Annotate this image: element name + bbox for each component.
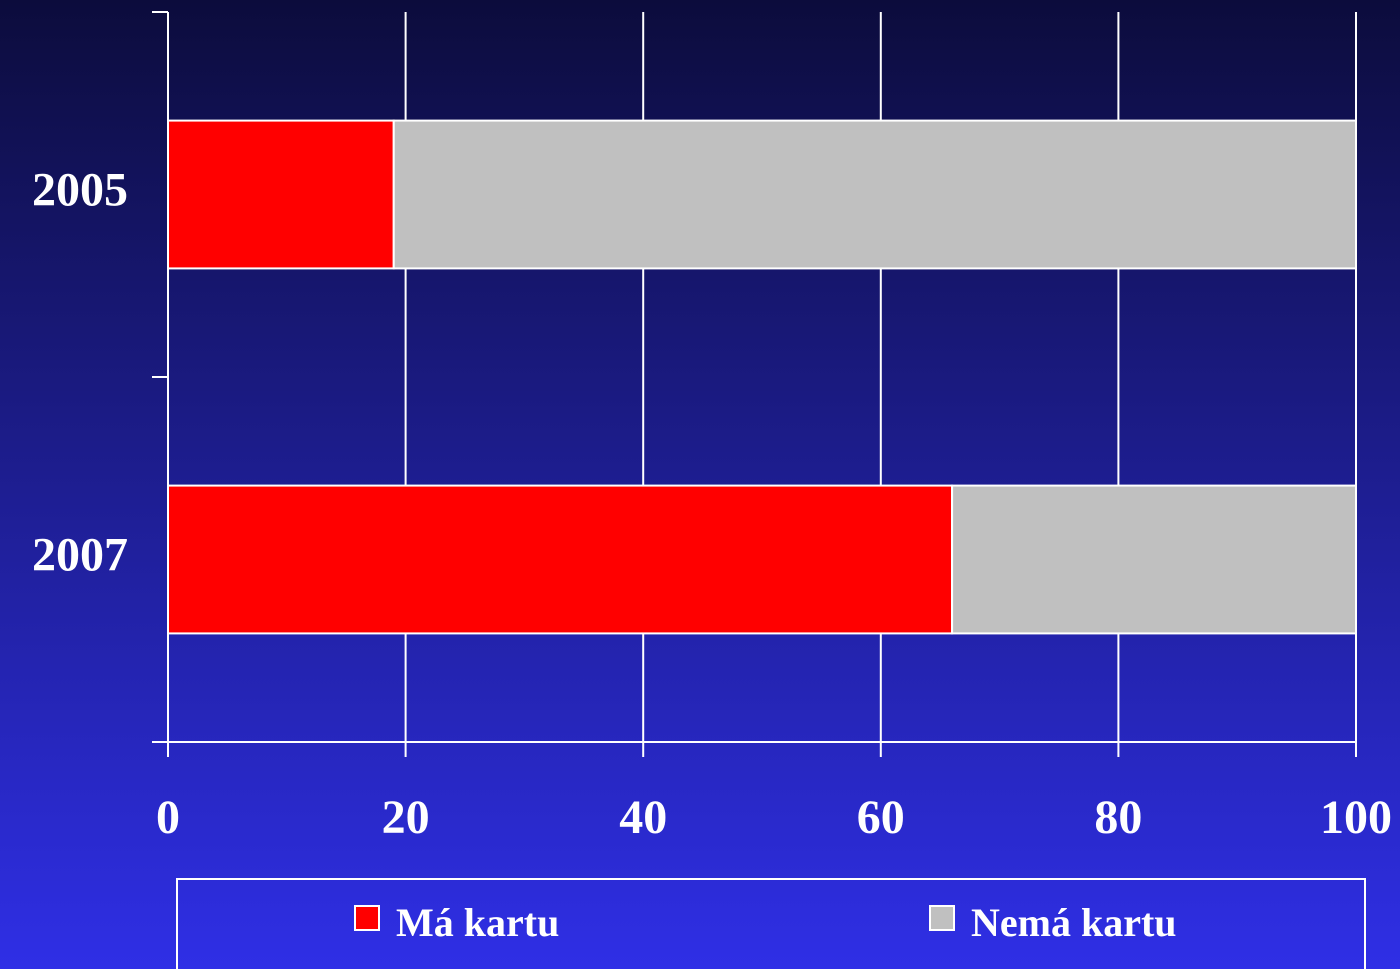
legend-swatch <box>929 905 955 931</box>
legend-label: Nemá kartu <box>971 900 1177 945</box>
y-tick-label: 2007 <box>32 529 128 582</box>
legend-label: Má kartu <box>396 900 559 945</box>
x-tick-label: 60 <box>857 791 905 844</box>
x-tick-label: 20 <box>382 791 430 844</box>
bar-segment <box>167 484 954 635</box>
x-tick-label: 0 <box>156 791 180 844</box>
bar-segment <box>392 119 1358 270</box>
legend-box <box>176 878 1366 969</box>
x-tick-label: 80 <box>1094 791 1142 844</box>
bar-segment <box>167 119 395 270</box>
bar-segment <box>951 484 1358 635</box>
legend-swatch <box>354 905 380 931</box>
x-tick-label: 40 <box>619 791 667 844</box>
x-tick-label: 100 <box>1320 791 1392 844</box>
y-tick-label: 2005 <box>32 164 128 217</box>
